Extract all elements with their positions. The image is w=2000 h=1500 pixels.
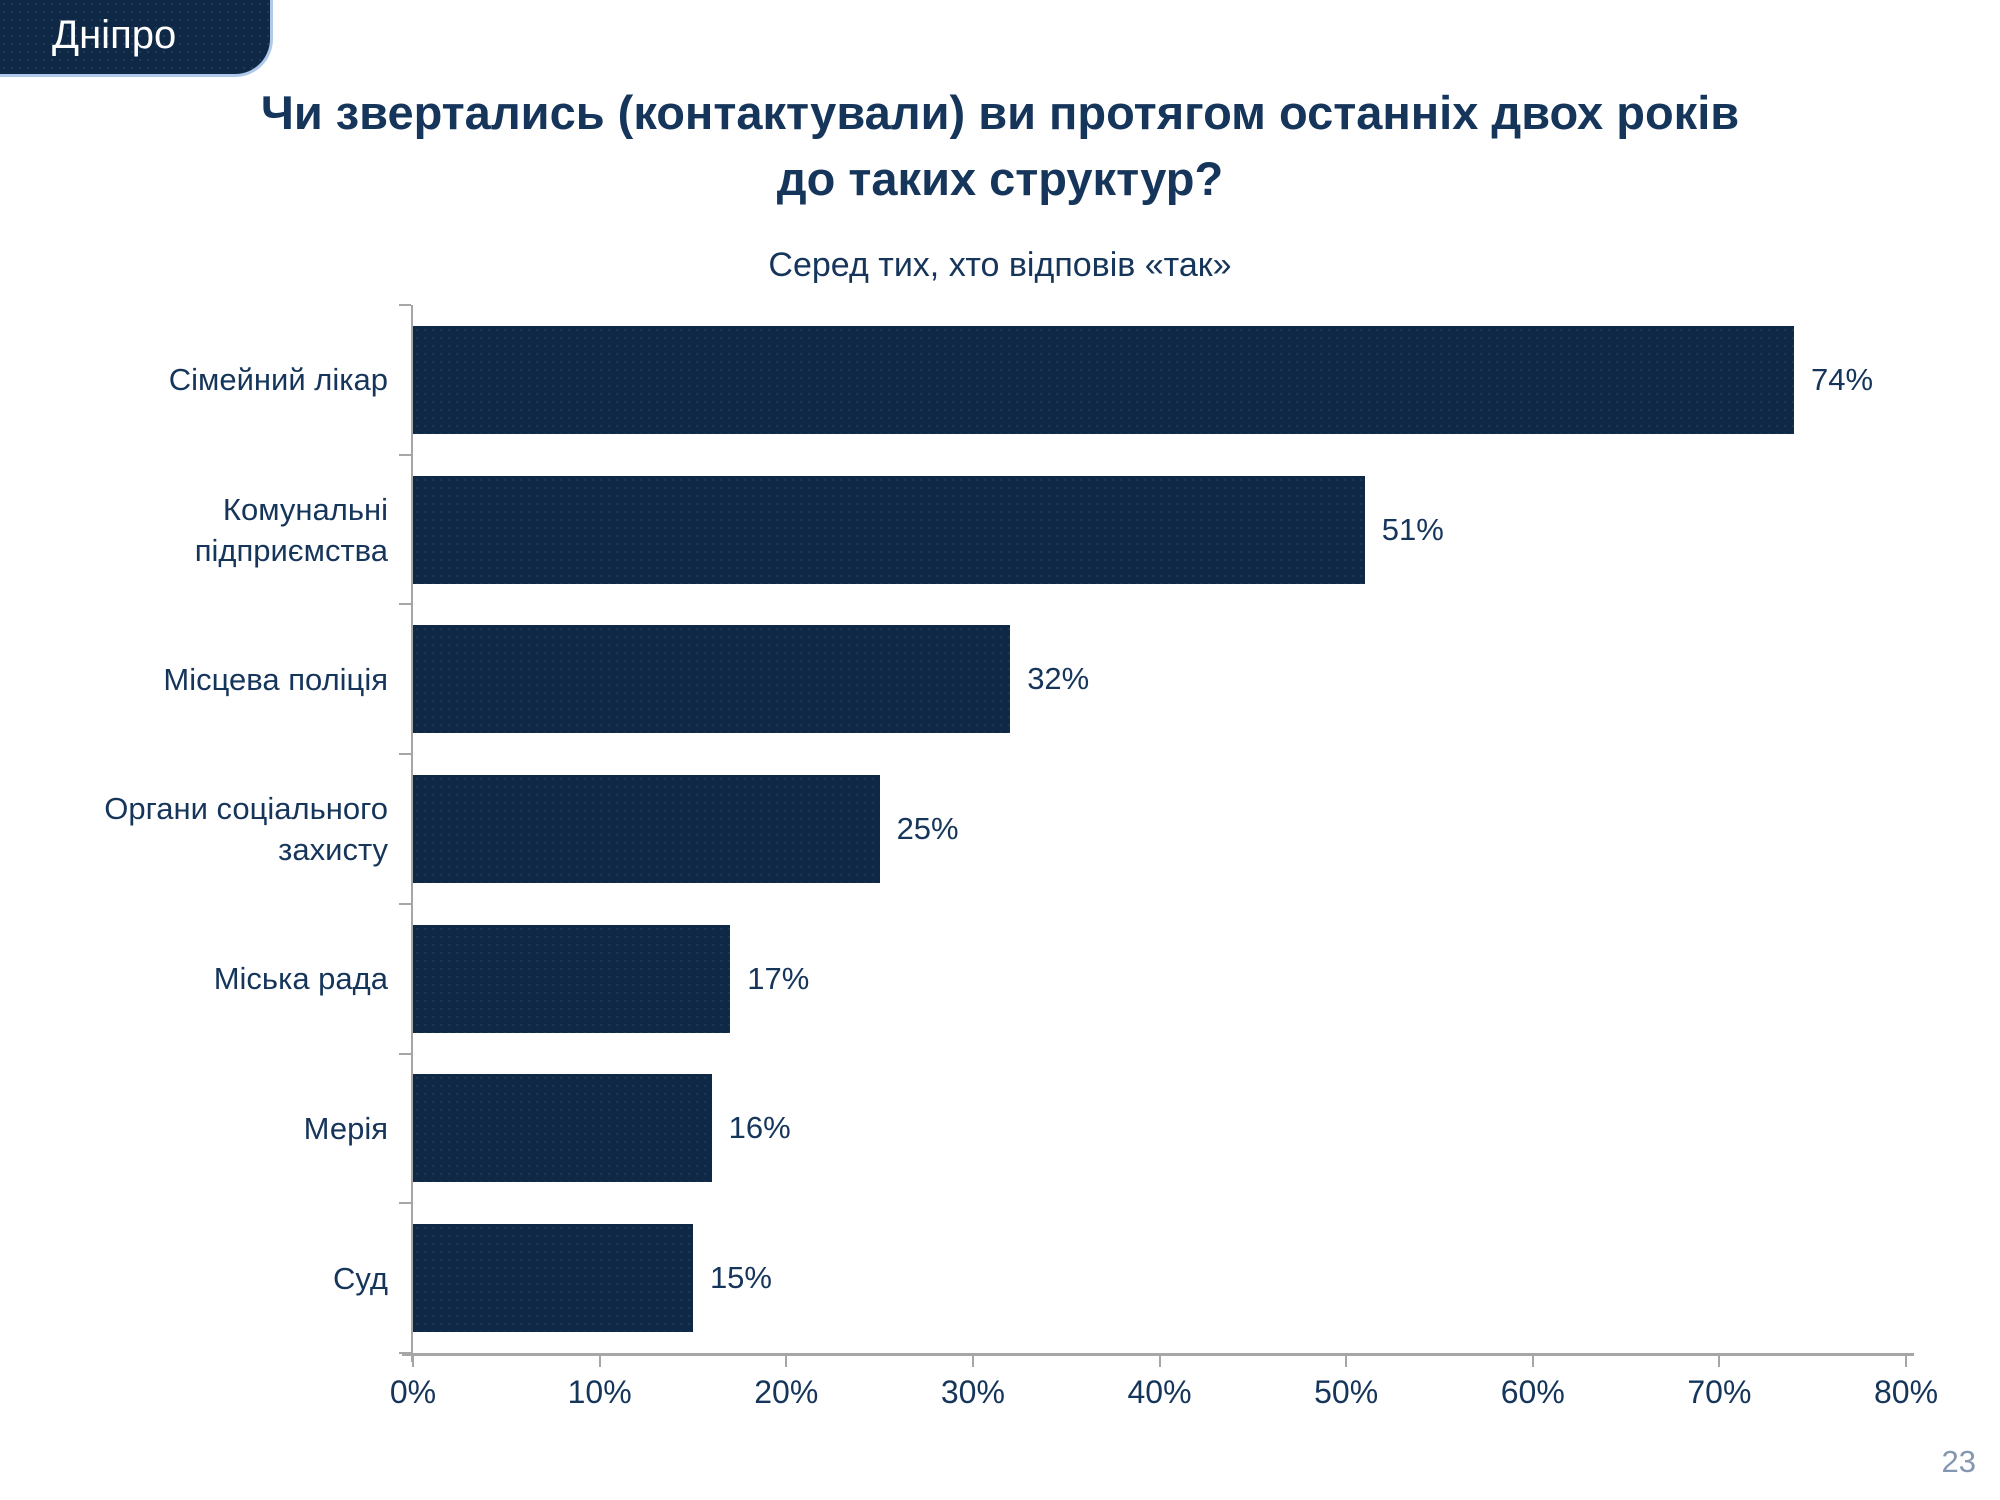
x-tick-label: 40%: [1127, 1374, 1192, 1410]
x-axis-tick: [412, 1356, 414, 1367]
slide-title-line-1: Чи звертались (контактували) ви протягом…: [260, 86, 1740, 139]
bar-6: [413, 1224, 693, 1333]
slide-title-line-2: до таких структур?: [776, 152, 1224, 205]
bar-4: [413, 924, 731, 1033]
x-tick-label: 20%: [754, 1374, 819, 1410]
y-axis-tick: [399, 304, 411, 306]
y-axis-line: [411, 305, 413, 1362]
value-label-6: 15%: [709, 1260, 772, 1296]
slide-title: Чи звертались (контактували) ви протягом…: [0, 80, 2000, 212]
x-tick-label: 10%: [567, 1374, 632, 1410]
x-tick-label: 50%: [1314, 1374, 1379, 1410]
y-axis-tick: [399, 1052, 411, 1055]
category-label-4: Міська рада: [213, 961, 388, 997]
category-label-6: Суд: [333, 1260, 388, 1296]
bar-2: [413, 625, 1011, 734]
category-label-0: Сімейний лікар: [168, 362, 388, 398]
y-axis-tick: [399, 902, 411, 905]
chart-subtitle: Серед тих, хто відповів «так»: [768, 246, 1232, 284]
bar-chart: 74% Сімейний лікар 51% Комунальні підприємс…: [104, 304, 1938, 1410]
y-axis-tick: [399, 453, 411, 456]
category-label-3: Органи соціального захисту: [104, 791, 388, 867]
value-label-4: 17%: [747, 960, 810, 996]
x-axis-tick: [1531, 1356, 1534, 1367]
x-tick-label: 0%: [389, 1374, 437, 1410]
bar-3: [413, 775, 880, 883]
y-axis-tick: [399, 753, 411, 756]
y-axis-tick: [399, 1352, 411, 1354]
bar-1: [413, 475, 1365, 584]
page-number: 23: [1941, 1444, 1976, 1479]
x-axis-line: [402, 1353, 1914, 1356]
value-label-3: 25%: [896, 811, 959, 846]
category-label-1: Комунальні підприємства: [194, 491, 388, 568]
value-label-2: 32%: [1027, 661, 1090, 697]
x-tick-label: 60%: [1500, 1374, 1565, 1410]
y-axis-tick: [399, 603, 411, 606]
x-axis-tick: [1345, 1356, 1348, 1367]
category-label-5: Мерія: [303, 1110, 388, 1146]
x-axis-tick: [1905, 1356, 1907, 1367]
x-axis-tick: [1158, 1356, 1161, 1367]
x-axis-tick: [971, 1356, 974, 1367]
x-tick-label: 30%: [940, 1374, 1005, 1410]
city-badge-label: Дніпро: [52, 13, 177, 57]
bar-5: [413, 1074, 712, 1183]
value-label-0: 74%: [1811, 361, 1874, 397]
x-tick-label: 70%: [1687, 1374, 1752, 1410]
x-axis-tick: [598, 1356, 601, 1367]
category-label-2: Місцева поліція: [163, 661, 388, 697]
x-axis-tick: [785, 1356, 788, 1367]
city-badge: Дніпро: [0, 0, 273, 77]
x-tick-label: 80%: [1873, 1374, 1939, 1410]
y-axis-tick: [399, 1202, 411, 1205]
value-label-5: 16%: [728, 1110, 791, 1146]
value-label-1: 51%: [1381, 511, 1444, 547]
x-axis-tick: [1718, 1356, 1721, 1367]
bar-0: [413, 325, 1795, 434]
